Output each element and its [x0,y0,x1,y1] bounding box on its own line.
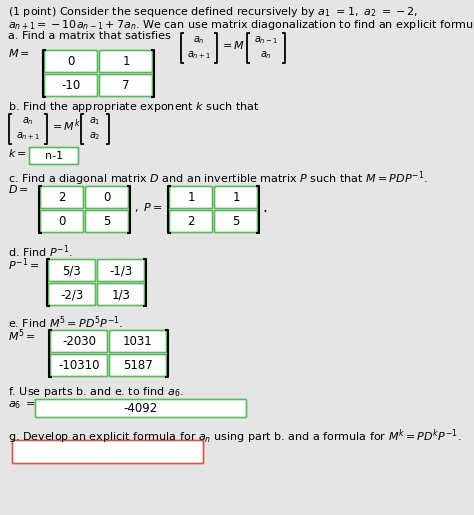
FancyBboxPatch shape [45,75,98,96]
Text: -2030: -2030 [62,335,96,348]
Text: g. Develop an explicit formula for $a_n$ using part b. and a formula for $M^k = : g. Develop an explicit formula for $a_n$… [8,427,461,445]
Text: $a_{n+1}$: $a_{n+1}$ [187,49,211,61]
Text: $a_{n-1}$: $a_{n-1}$ [254,35,278,46]
FancyBboxPatch shape [85,186,128,209]
FancyBboxPatch shape [109,354,166,376]
FancyBboxPatch shape [100,50,153,73]
Text: a. Find a matrix that satisfies: a. Find a matrix that satisfies [8,31,171,41]
Text: 5/3: 5/3 [63,264,82,277]
FancyBboxPatch shape [40,186,83,209]
Text: -2/3: -2/3 [60,288,83,301]
Text: $M^5 =$: $M^5 =$ [8,327,36,344]
FancyBboxPatch shape [12,440,203,464]
FancyBboxPatch shape [48,260,95,282]
Text: $a_{n+1}$: $a_{n+1}$ [16,131,40,143]
Text: -10: -10 [61,79,81,92]
Text: 7: 7 [122,79,130,92]
FancyBboxPatch shape [36,400,246,418]
Text: f. Use parts b. and e. to find $a_6$.: f. Use parts b. and e. to find $a_6$. [8,385,184,399]
Text: 2: 2 [58,191,66,204]
Text: $a_n$: $a_n$ [260,49,272,61]
Text: 5187: 5187 [123,359,153,372]
FancyBboxPatch shape [40,211,83,232]
Text: 0: 0 [67,55,75,68]
Text: $a_2$: $a_2$ [89,131,101,143]
Text: $a_1$: $a_1$ [89,115,101,127]
FancyBboxPatch shape [48,283,95,305]
Text: -10310: -10310 [58,359,100,372]
FancyBboxPatch shape [170,211,212,232]
Text: $= M$: $= M$ [220,39,245,51]
Text: 1: 1 [187,191,195,204]
FancyBboxPatch shape [51,354,108,376]
FancyBboxPatch shape [215,211,257,232]
Text: $P^{-1} =$: $P^{-1} =$ [8,256,39,272]
Text: -4092: -4092 [124,402,158,415]
FancyBboxPatch shape [215,186,257,209]
Text: -1/3: -1/3 [109,264,133,277]
Text: $k =$: $k =$ [8,147,27,159]
Text: (1 point) Consider the sequence defined recursively by $a_1\ =1,\ a_2\ =-2,$: (1 point) Consider the sequence defined … [8,5,418,19]
FancyBboxPatch shape [98,260,145,282]
Text: 2: 2 [187,215,195,228]
FancyBboxPatch shape [29,147,79,164]
Text: $M =$: $M =$ [8,47,30,59]
Text: b. Find the appropriate exponent $k$ such that: b. Find the appropriate exponent $k$ suc… [8,100,260,114]
Text: $D =$: $D =$ [8,183,29,195]
Text: 0: 0 [103,191,111,204]
Text: $a_n$: $a_n$ [22,115,34,127]
FancyBboxPatch shape [109,331,166,352]
Text: $a_{n+1}=-10a_{n-1}+7a_n$. We can use matrix diagonalization to find an explicit: $a_{n+1}=-10a_{n-1}+7a_n$. We can use ma… [8,18,474,32]
Text: $a_6\ =$: $a_6\ =$ [8,399,36,411]
Text: $a_n$: $a_n$ [193,35,205,46]
Text: 0: 0 [58,215,66,228]
FancyBboxPatch shape [98,283,145,305]
Text: 1: 1 [122,55,130,68]
FancyBboxPatch shape [51,331,108,352]
Text: $= M^k$: $= M^k$ [50,118,81,134]
Text: .: . [262,200,267,215]
Text: 5: 5 [232,215,240,228]
Text: d. Find $P^{-1}$.: d. Find $P^{-1}$. [8,243,73,260]
Text: c. Find a diagonal matrix $D$ and an invertible matrix $P$ such that $M = PDP^{-: c. Find a diagonal matrix $D$ and an inv… [8,169,428,187]
Text: 5: 5 [103,215,111,228]
Text: $,\ P =$: $,\ P =$ [134,201,162,215]
FancyBboxPatch shape [100,75,153,96]
Text: 1031: 1031 [123,335,153,348]
FancyBboxPatch shape [45,50,98,73]
Text: e. Find $M^5 = PD^5P^{-1}$.: e. Find $M^5 = PD^5P^{-1}$. [8,314,123,331]
Text: 1/3: 1/3 [111,288,130,301]
Text: 1: 1 [232,191,240,204]
FancyBboxPatch shape [85,211,128,232]
FancyBboxPatch shape [170,186,212,209]
Text: n-1: n-1 [45,151,63,161]
